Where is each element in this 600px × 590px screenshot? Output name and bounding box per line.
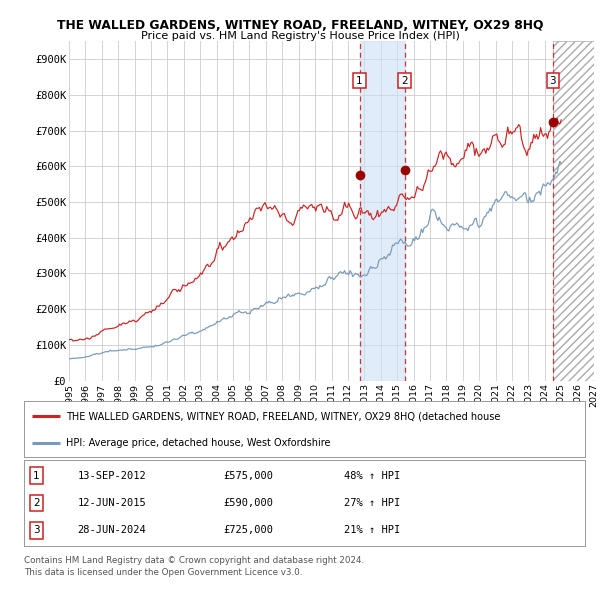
Text: 12-JUN-2015: 12-JUN-2015 (77, 498, 146, 508)
Text: 2: 2 (401, 76, 408, 86)
Text: £725,000: £725,000 (223, 525, 273, 535)
Text: 48% ↑ HPI: 48% ↑ HPI (344, 471, 400, 481)
Text: HPI: Average price, detached house, West Oxfordshire: HPI: Average price, detached house, West… (66, 438, 331, 448)
Text: £575,000: £575,000 (223, 471, 273, 481)
Text: 27% ↑ HPI: 27% ↑ HPI (344, 498, 400, 508)
Bar (553, 41, 594, 381)
Text: 2: 2 (33, 498, 40, 508)
Text: 1: 1 (356, 76, 363, 86)
Bar (359, 41, 404, 381)
Text: Price paid vs. HM Land Registry's House Price Index (HPI): Price paid vs. HM Land Registry's House … (140, 31, 460, 41)
Text: 21% ↑ HPI: 21% ↑ HPI (344, 525, 400, 535)
Text: THE WALLED GARDENS, WITNEY ROAD, FREELAND, WITNEY, OX29 8HQ (detached house: THE WALLED GARDENS, WITNEY ROAD, FREELAN… (66, 411, 500, 421)
Text: 3: 3 (33, 525, 40, 535)
Text: THE WALLED GARDENS, WITNEY ROAD, FREELAND, WITNEY, OX29 8HQ: THE WALLED GARDENS, WITNEY ROAD, FREELAN… (57, 19, 543, 32)
Text: This data is licensed under the Open Government Licence v3.0.: This data is licensed under the Open Gov… (24, 568, 302, 576)
Text: 13-SEP-2012: 13-SEP-2012 (77, 471, 146, 481)
Text: Contains HM Land Registry data © Crown copyright and database right 2024.: Contains HM Land Registry data © Crown c… (24, 556, 364, 565)
Text: £590,000: £590,000 (223, 498, 273, 508)
Text: 1: 1 (33, 471, 40, 481)
Text: 3: 3 (550, 76, 556, 86)
Text: 28-JUN-2024: 28-JUN-2024 (77, 525, 146, 535)
